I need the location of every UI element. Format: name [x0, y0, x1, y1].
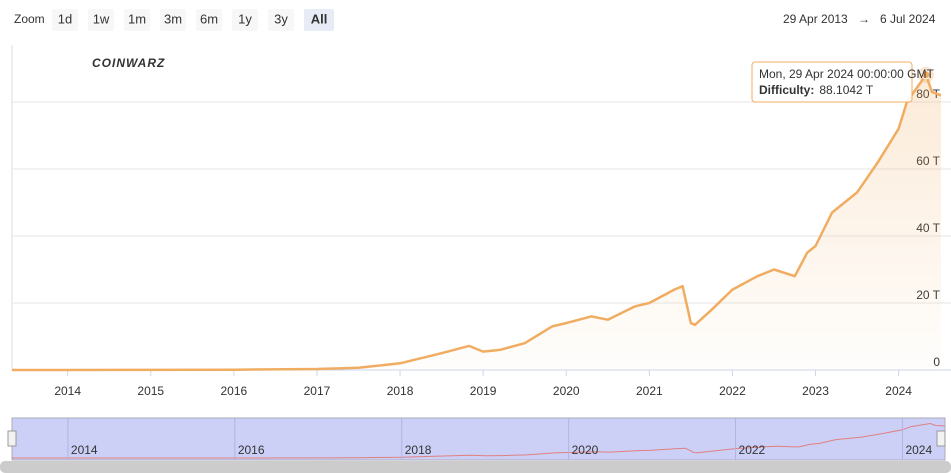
- navigator-label: 2014: [71, 443, 98, 457]
- navigator-label: 2024: [905, 443, 932, 457]
- x-tick-label: 2019: [470, 384, 497, 398]
- zoom-button-bg: [124, 9, 150, 31]
- tooltip-value: 88.1042 T: [819, 83, 873, 97]
- zoom-button-label: 3y: [274, 11, 288, 26]
- x-tick-label: 2022: [719, 384, 746, 398]
- zoom-button-bg: [52, 9, 78, 31]
- zoom-button-label: 1d: [58, 11, 72, 26]
- zoom-button-bg: [196, 9, 222, 31]
- date-from: 29 Apr 2013: [783, 12, 848, 26]
- zoom-button-label: 1m: [128, 11, 146, 26]
- x-tick-label: 2014: [54, 384, 81, 398]
- zoom-button-bg: [268, 9, 294, 31]
- zoom-button-bg: [304, 9, 334, 31]
- line: [12, 73, 942, 372]
- zoom-button[interactable]: 1y: [232, 9, 258, 31]
- navigator-handle[interactable]: [7, 430, 17, 447]
- zoom-button[interactable]: All: [304, 9, 334, 31]
- navigator-label: 2016: [238, 443, 265, 457]
- zoom-button-label: 3m: [164, 11, 182, 26]
- tooltip: Mon, 29 Apr 2024 00:00:00 GMT Difficulty:…: [751, 61, 934, 103]
- zoom-button-bg: [88, 9, 114, 31]
- navigator-label: 2018: [405, 443, 432, 457]
- x-tick-label: 2015: [137, 384, 164, 398]
- date-to: 6 Jul 2024: [880, 12, 936, 26]
- zoom-label: Zoom: [14, 12, 45, 26]
- zoom-button[interactable]: 3y: [268, 9, 294, 31]
- zoom-button-bg: [232, 9, 258, 31]
- x-tick-label: 2017: [304, 384, 331, 398]
- zoom-button[interactable]: 1w: [88, 9, 114, 31]
- tooltip-box: [751, 61, 913, 103]
- zoom-button[interactable]: 1d: [52, 9, 78, 31]
- hover-point: [921, 70, 931, 80]
- navigator-label: 2020: [572, 443, 599, 457]
- watermark: COINWARZ: [92, 56, 165, 70]
- zoom-button-label: 1y: [238, 11, 252, 26]
- zoom-button[interactable]: 3m: [160, 9, 186, 31]
- x-tick-label: 2021: [636, 384, 663, 398]
- x-tick-label: 2024: [885, 384, 912, 398]
- x-tick-label: 2023: [802, 384, 829, 398]
- x-tick-label: 2018: [387, 384, 414, 398]
- zoom-button[interactable]: 1m: [124, 9, 150, 31]
- zoom-button-bg: [160, 9, 186, 31]
- date-arrow: →: [858, 12, 870, 26]
- zoom-button[interactable]: 6m: [196, 9, 222, 31]
- navigator-label: 2022: [739, 443, 766, 457]
- scrollbar[interactable]: [0, 461, 951, 473]
- tooltip-label: Difficulty:: [759, 83, 814, 97]
- area: [12, 74, 941, 371]
- zoom-button-label: All: [311, 11, 328, 26]
- x-tick-label: 2020: [553, 384, 580, 398]
- zoom-button-label: 6m: [200, 11, 218, 26]
- navigator-mask[interactable]: [11, 417, 946, 461]
- zoom-button-label: 1w: [93, 11, 110, 26]
- x-tick-label: 2016: [221, 384, 248, 398]
- navigator-handle[interactable]: [936, 430, 946, 447]
- tooltip-date: Mon, 29 Apr 2024 00:00:00 GMT: [759, 67, 934, 81]
